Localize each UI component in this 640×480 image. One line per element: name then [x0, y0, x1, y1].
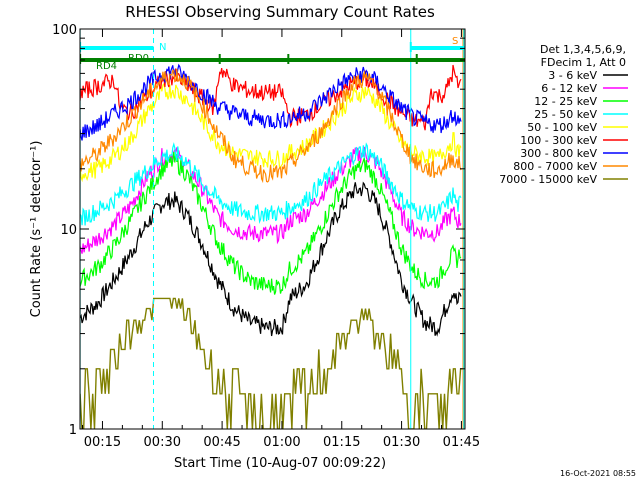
legend-label-800-7000-kev: 800 - 7000 keV: [513, 160, 597, 173]
x-tick-label-01-30: 01:30: [383, 435, 420, 450]
annotation-layer: N S RD4 RD0: [96, 36, 458, 72]
legend-label-7000-15000-kev: 7000 - 15000 keV: [499, 173, 597, 186]
x-tick-label-01-15: 01:15: [323, 435, 360, 450]
series-800-7000-kev: [80, 68, 462, 184]
annotation-s: S: [452, 36, 458, 47]
legend-label-6-12-kev: 6 - 12 keV: [541, 82, 597, 95]
y-axis-label: Count Rate (s⁻¹ detector⁻¹): [29, 141, 44, 318]
annotation-n: N: [159, 42, 166, 53]
series-layer: [80, 63, 463, 429]
legend: Det 1,3,4,5,6,9,FDecim 1, Att 03 - 6 keV…: [499, 43, 628, 186]
y-tick-label-100: 100: [52, 23, 77, 38]
y-tick-label-10: 10: [60, 223, 77, 238]
series-300-800-kev: [80, 63, 462, 141]
series-25-50-kev: [80, 142, 462, 226]
legend-label-100-300-kev: 100 - 300 keV: [520, 134, 597, 147]
series-7000-15000-kev: [80, 297, 463, 429]
x-tick-label-01-00: 01:00: [263, 435, 300, 450]
x-axis: 00:15 00:30 00:45 01:00 01:15 01:30 01:45: [82, 29, 480, 450]
series-3-6-kev: [80, 181, 462, 337]
x-tick-label-00-30: 00:30: [144, 435, 181, 450]
legend-label-300-800-kev: 300 - 800 keV: [520, 147, 597, 160]
annotation-rd4: RD4: [96, 61, 117, 72]
legend-header-0: Det 1,3,4,5,6,9,: [540, 43, 626, 56]
footer-timestamp: 16-Oct-2021 08:55: [560, 469, 636, 478]
annotation-rd0: RD0: [128, 53, 149, 64]
legend-header-1: FDecim 1, Att 0: [541, 56, 626, 69]
chart-title: RHESSI Observing Summary Count Rates: [125, 3, 435, 21]
x-tick-label-01-45: 01:45: [443, 435, 480, 450]
x-tick-label-00-15: 00:15: [84, 435, 121, 450]
y-axis: 1 10 100: [52, 23, 465, 438]
y-tick-label-1: 1: [69, 423, 77, 438]
legend-label-50-100-kev: 50 - 100 keV: [527, 121, 597, 134]
legend-label-25-50-kev: 25 - 50 keV: [534, 108, 597, 121]
legend-label-12-25-kev: 12 - 25 keV: [534, 95, 597, 108]
series-6-12-kev: [80, 146, 462, 254]
legend-label-3-6-kev: 3 - 6 keV: [548, 69, 597, 82]
x-axis-label: Start Time (10-Aug-07 00:09:22): [174, 456, 386, 471]
series-12-25-kev: [80, 151, 462, 295]
x-tick-label-00-45: 00:45: [203, 435, 240, 450]
